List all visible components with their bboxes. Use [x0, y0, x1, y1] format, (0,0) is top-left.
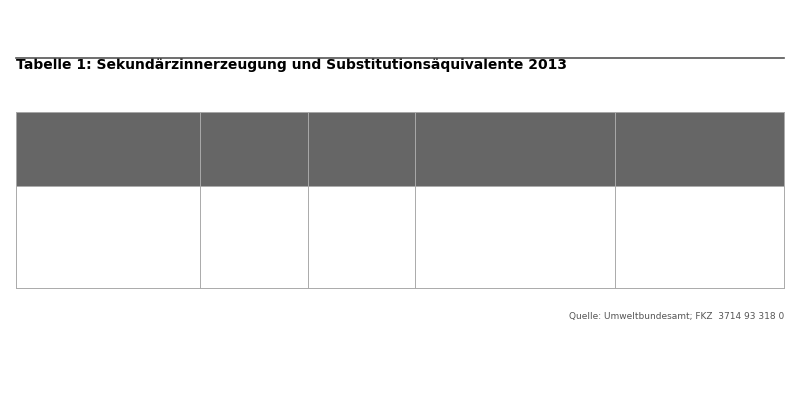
Text: Altschrotte und Neuschrotte mit nicht
genau definierter Zusammensetzung: Altschrotte und Neuschrotte mit nicht ge…	[22, 226, 260, 248]
Text: Produkt aus  Sekundärzinn: Produkt aus Sekundärzinn	[431, 144, 599, 154]
Text: Sekundäres Hüttenzinn für Halbzeug und
Legierungen: Sekundäres Hüttenzinn für Halbzeug und L…	[400, 226, 630, 248]
Text: Tabelle 1: Sekundärzinnerzeugung und Substitutionsäquivalente 2013: Tabelle 1: Sekundärzinnerzeugung und Sub…	[16, 58, 567, 72]
Text: Input Zinnschrott [t]: Input Zinnschrott [t]	[190, 144, 318, 154]
Text: Quelle: Umweltbundesamt; FKZ  3714 93 318 0: Quelle: Umweltbundesamt; FKZ 3714 93 318…	[569, 312, 784, 321]
Text: Herkunft: Herkunft	[80, 144, 136, 154]
Text: Primäres Hüttenzinn: Primäres Hüttenzinn	[642, 232, 757, 242]
Text: 5.300: 5.300	[270, 232, 302, 242]
Text: 5.140: 5.140	[378, 232, 409, 242]
Text: Substitutionsäquivalent: Substitutionsäquivalent	[625, 144, 774, 154]
Text: Erzeugtes
Sekundärzinn [t]: Erzeugtes Sekundärzinn [t]	[310, 138, 414, 160]
